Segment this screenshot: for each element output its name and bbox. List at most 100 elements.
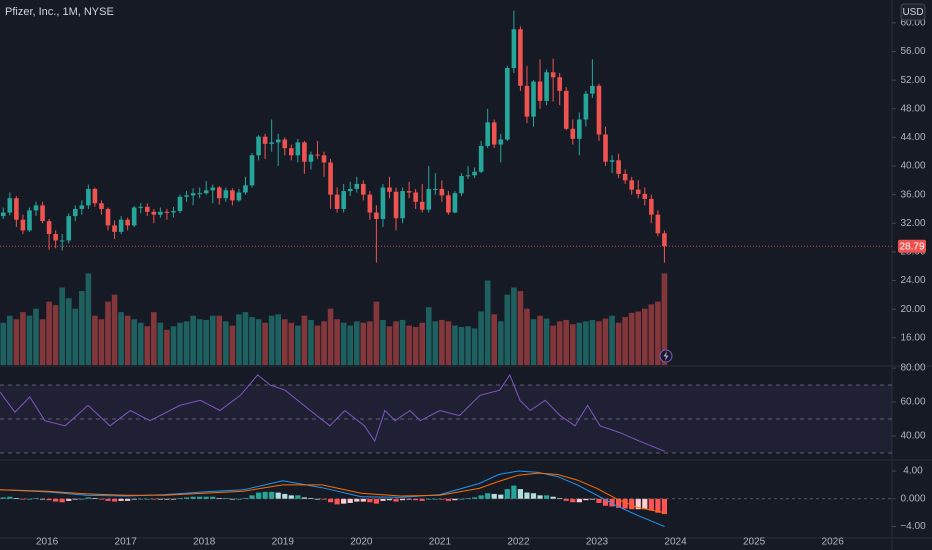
macd-histogram-bar [314,498,321,500]
volume-bar [615,322,622,365]
x-tick-label: 2018 [193,537,216,548]
macd-histogram-bar [399,498,406,501]
volume-bar [550,325,556,365]
candle-body [27,210,32,231]
macd-histogram-bar [622,498,628,509]
candle-body [230,190,235,201]
candle-body [426,188,432,210]
macd-histogram-bar [190,496,196,499]
volume-bar [596,321,602,365]
macd-histogram-bar [151,498,157,500]
volume-bar [288,322,295,365]
candle-body [374,212,379,219]
macd-histogram-bar [530,493,537,499]
macd-histogram-bar [66,498,72,501]
candle-body [46,221,52,235]
y-tick-label: 36.00 [900,189,925,200]
volume-bar [177,322,183,365]
macd-histogram-bar [550,496,556,499]
volume-bar [484,280,491,365]
candle-body [223,190,229,199]
volume-bar [452,325,458,365]
volume-bar [497,321,504,365]
volume-bar [602,318,609,365]
candle-body [20,219,26,231]
macd-histogram-bar [223,498,229,499]
y-tick-label: 44.00 [900,132,925,143]
macd-histogram-bar [524,492,530,499]
candle-body [144,206,150,212]
volume-bar [314,325,321,365]
candle-body [603,134,608,162]
candle-body [406,191,412,193]
macd-histogram-bar [229,498,235,500]
candle-body [131,207,137,226]
volume-bar [504,294,511,365]
x-tick-label: 2016 [36,537,59,548]
currency-label[interactable]: USD [902,7,923,18]
macd-histogram-bar [197,496,203,499]
volume-bar [353,321,360,365]
candle-body [125,219,130,226]
candle-body [433,188,438,190]
candle-body [478,145,484,172]
macd-histogram-bar [642,498,648,510]
macd-histogram-bar [478,495,484,499]
candle-body [295,142,301,156]
macd-histogram-bar [242,498,249,499]
macd-histogram-bar [26,498,33,500]
candle-body [321,155,327,163]
volume-bar [281,319,288,365]
volume-bar [432,321,439,365]
volume-bar [583,321,589,365]
volume-bar [223,321,229,365]
macd-histogram-bar [59,498,65,503]
candle-body [419,201,425,210]
candle-body [459,176,464,194]
volume-bar [72,308,79,365]
macd-histogram-bar [485,493,491,499]
volume-bar [111,294,118,365]
candle-body [524,85,530,117]
macd-histogram-bar [380,498,386,501]
volume-bar [655,301,661,365]
volume-bar [537,315,543,365]
macd-histogram-bar [125,498,131,501]
currency-button[interactable] [900,3,926,21]
candle-body [583,93,589,120]
y-tick-label: 56.00 [900,46,925,57]
rsi-line [0,373,665,452]
volume-bar [569,324,576,365]
volume-bar [262,322,268,365]
volume-bar [275,314,282,365]
volume-bar [203,319,210,365]
candle-body [308,154,314,162]
volume-bar [7,315,13,365]
volume-bar [373,301,380,365]
volume-bar [589,319,596,365]
y-tick-label: 40.00 [900,161,925,172]
candle-body [570,128,576,139]
volume-bar [255,319,262,365]
y-tick-label: 24.00 [900,275,925,286]
volume-bar [471,328,478,365]
candle-body [367,194,373,213]
macd-histogram-bar [262,491,268,499]
macd-histogram-bar [360,498,366,502]
macd-histogram-bar [53,498,59,502]
volume-bar [393,321,399,365]
volume-bar [151,312,157,365]
y-tick-label: 48.00 [900,103,925,114]
volume-bar [39,319,46,365]
signal-line [0,472,665,514]
macd-histogram-bar [432,498,438,500]
candle-body [596,85,602,135]
macd-histogram-bar [79,498,85,500]
volume-bar [340,322,347,365]
candle-body [498,139,504,145]
macd-histogram-bar [367,498,373,503]
y-tick-label: 40.00 [900,431,925,442]
macd-histogram-bar [498,494,504,499]
candle-body [210,187,216,191]
y-tick-label: 4.00 [903,466,923,477]
